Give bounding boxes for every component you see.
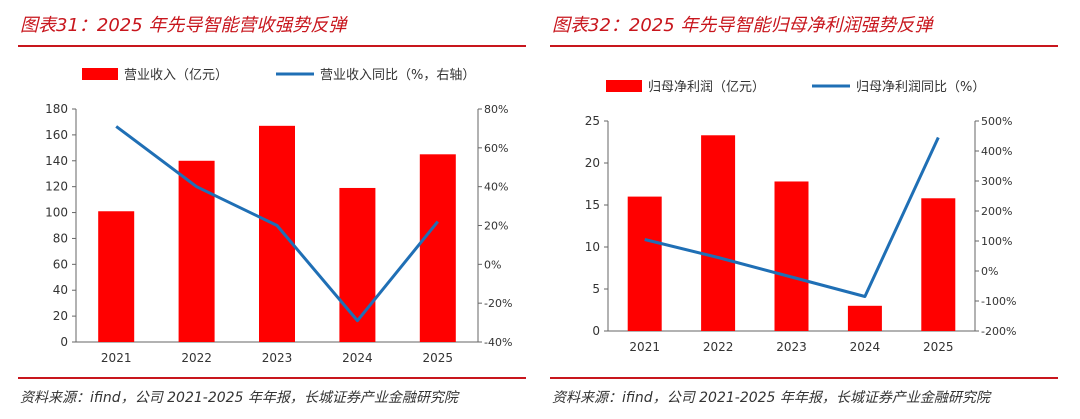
right-tick-label: -100% bbox=[981, 295, 1016, 308]
x-tick-label: 2024 bbox=[850, 340, 881, 354]
x-tick-label: 2025 bbox=[923, 340, 954, 354]
right-tick-label: 20% bbox=[484, 220, 508, 233]
right-tick-label: 0% bbox=[981, 265, 998, 278]
right-tick-label: 0% bbox=[484, 258, 501, 271]
bar bbox=[847, 305, 882, 331]
legend-label-bar: 归母净利润（亿元） bbox=[648, 80, 765, 95]
x-tick-label: 2022 bbox=[703, 340, 734, 354]
x-tick-label: 2023 bbox=[262, 351, 293, 365]
left-tick-label: 15 bbox=[585, 198, 600, 212]
left-tick-label: 20 bbox=[585, 156, 600, 170]
x-tick-label: 2021 bbox=[629, 340, 660, 354]
chart-panel-revenue: 图表31：2025 年先导智能营收强势反弹 营业收入（亿元） 营业收入同比（%，右… bbox=[14, 0, 534, 419]
left-tick-label: 25 bbox=[585, 114, 600, 128]
chart-title: 图表31：2025 年先导智能营收强势反弹 bbox=[20, 15, 347, 36]
legend-label-line: 营业收入同比（%，右轴） bbox=[320, 68, 475, 83]
left-tick-label: 20 bbox=[53, 309, 68, 323]
bar bbox=[701, 135, 736, 331]
source-note: 资料来源：ifind，公司 2021-2025 年年报，长城证券产业金融研究院 bbox=[20, 390, 458, 406]
x-tick-label: 2022 bbox=[181, 351, 212, 365]
bar bbox=[774, 181, 809, 331]
chart-title: 图表32：2025 年先导智能归母净利润强势反弹 bbox=[552, 15, 933, 36]
bar bbox=[339, 187, 376, 342]
x-tick-label: 2024 bbox=[342, 351, 373, 365]
right-tick-label: 40% bbox=[484, 181, 508, 194]
right-tick-label: 300% bbox=[981, 175, 1012, 188]
right-tick-label: -40% bbox=[484, 336, 512, 349]
title-rule bbox=[18, 45, 526, 47]
left-tick-label: 180 bbox=[45, 102, 68, 116]
legend-swatch-bar bbox=[606, 80, 642, 92]
right-tick-label: 100% bbox=[981, 235, 1012, 248]
right-tick-label: -20% bbox=[484, 297, 512, 310]
chart-panel-net-profit: 图表32：2025 年先导智能归母净利润强势反弹 归母净利润（亿元） 归母净利润同… bbox=[546, 0, 1066, 419]
left-tick-label: 40 bbox=[53, 283, 68, 297]
x-tick-label: 2021 bbox=[101, 351, 132, 365]
bar bbox=[419, 154, 456, 342]
right-tick-label: 500% bbox=[981, 115, 1012, 128]
left-tick-label: 0 bbox=[60, 335, 68, 349]
bar bbox=[627, 196, 662, 331]
left-tick-label: 5 bbox=[592, 282, 600, 296]
title-rule bbox=[550, 45, 1058, 47]
revenue-chart: 营业收入（亿元） 营业收入同比（%，右轴） 0 20 40 60 80 100 120 140 16… bbox=[45, 68, 512, 365]
left-tick-label: 160 bbox=[45, 128, 68, 142]
right-tick-label: 400% bbox=[981, 145, 1012, 158]
left-tick-label: 10 bbox=[585, 240, 600, 254]
bar bbox=[259, 125, 295, 342]
left-tick-label: 80 bbox=[53, 231, 68, 245]
left-tick-label: 60 bbox=[53, 257, 68, 271]
x-tick-label: 2025 bbox=[423, 351, 454, 365]
bar bbox=[98, 211, 135, 342]
source-rule bbox=[18, 377, 526, 379]
left-tick-label: 120 bbox=[45, 180, 68, 194]
source-rule bbox=[550, 377, 1058, 379]
right-tick-label: 200% bbox=[981, 205, 1012, 218]
right-tick-label: 60% bbox=[484, 142, 508, 155]
right-tick-label: -200% bbox=[981, 325, 1016, 338]
left-tick-label: 140 bbox=[45, 154, 68, 168]
left-tick-label: 100 bbox=[45, 206, 68, 220]
legend-label-bar: 营业收入（亿元） bbox=[124, 68, 228, 83]
legend-swatch-bar bbox=[82, 68, 118, 80]
bar bbox=[921, 198, 956, 331]
legend-label-line: 归母净利润同比（%） bbox=[856, 80, 985, 95]
left-tick-label: 0 bbox=[592, 324, 600, 338]
net-profit-chart: 归母净利润（亿元） 归母净利润同比（%）0510152025-200%-100%0… bbox=[585, 80, 1016, 354]
source-note: 资料来源：ifind，公司 2021-2025 年年报，长城证券产业金融研究院 bbox=[552, 390, 990, 406]
right-tick-label: 80% bbox=[484, 103, 508, 116]
x-tick-label: 2023 bbox=[776, 340, 807, 354]
